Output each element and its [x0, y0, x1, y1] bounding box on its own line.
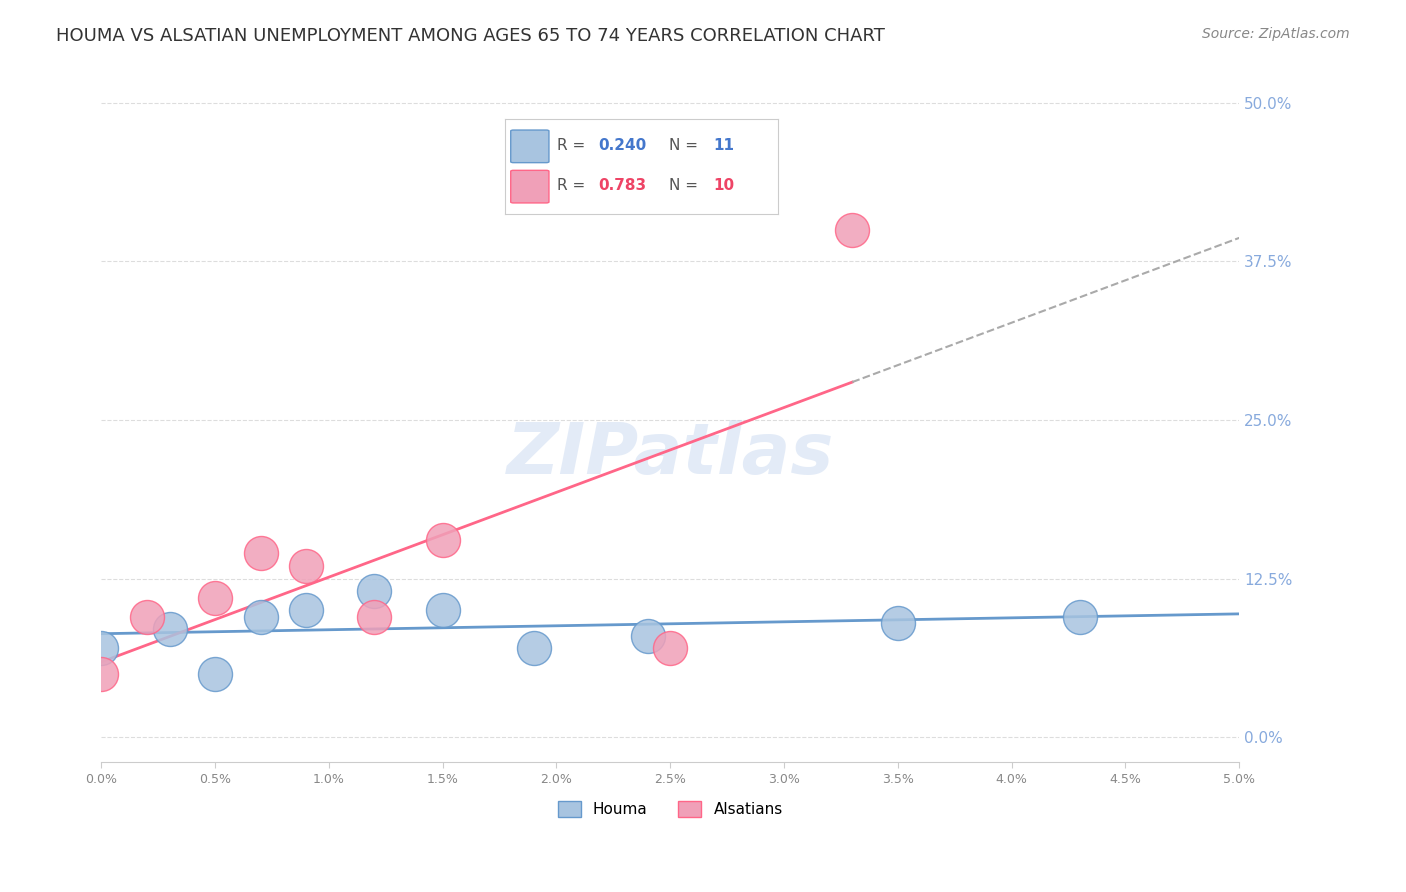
Point — [637, 629, 659, 643]
Point — [135, 609, 157, 624]
Point — [204, 666, 226, 681]
Point — [432, 533, 454, 548]
Point — [249, 609, 271, 624]
Text: Source: ZipAtlas.com: Source: ZipAtlas.com — [1202, 27, 1350, 41]
Point — [887, 615, 910, 630]
Point — [204, 591, 226, 605]
Point — [295, 558, 318, 573]
Legend: Houma, Alsatians: Houma, Alsatians — [551, 795, 789, 823]
Point — [363, 609, 385, 624]
Point — [363, 584, 385, 599]
Point — [432, 603, 454, 617]
Point — [90, 666, 112, 681]
Point — [295, 603, 318, 617]
Point — [90, 641, 112, 656]
Point — [659, 641, 682, 656]
Text: HOUMA VS ALSATIAN UNEMPLOYMENT AMONG AGES 65 TO 74 YEARS CORRELATION CHART: HOUMA VS ALSATIAN UNEMPLOYMENT AMONG AGE… — [56, 27, 886, 45]
Point — [841, 222, 863, 236]
Point — [249, 546, 271, 560]
Point — [159, 622, 181, 636]
Point — [1069, 609, 1091, 624]
Point — [523, 641, 546, 656]
Text: ZIPatlas: ZIPatlas — [506, 420, 834, 489]
